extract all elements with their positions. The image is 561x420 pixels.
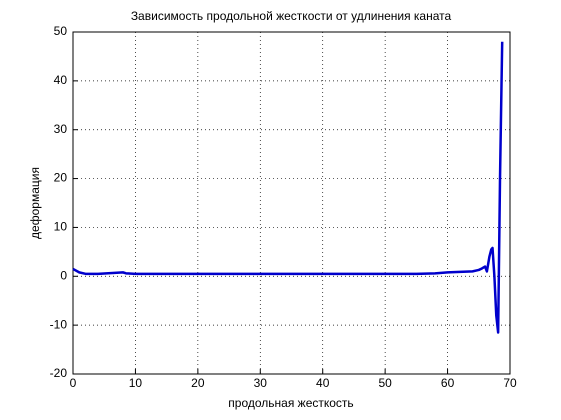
y-tick-label: 30 bbox=[54, 122, 68, 136]
x-tick-label: 20 bbox=[191, 376, 205, 390]
x-tick-label: 30 bbox=[254, 376, 268, 390]
x-tick-label: 50 bbox=[378, 376, 392, 390]
y-tick-label: 20 bbox=[54, 171, 68, 185]
y-tick-label: -20 bbox=[50, 366, 68, 380]
chart-title: Зависимость продольной жесткости от удли… bbox=[131, 9, 452, 23]
plot-frame bbox=[72, 31, 511, 375]
y-tick-label: 0 bbox=[60, 268, 67, 282]
y-tick-label: 50 bbox=[54, 24, 68, 38]
y-tick-label: -10 bbox=[50, 317, 68, 331]
y-tick-label: 10 bbox=[54, 220, 68, 234]
x-tick-label: 0 bbox=[70, 376, 77, 390]
x-tick-label: 40 bbox=[316, 376, 330, 390]
data-line bbox=[72, 41, 504, 334]
y-axis-label: деформация bbox=[28, 167, 42, 239]
x-tick-label: 60 bbox=[441, 376, 455, 390]
y-tick-label: 40 bbox=[54, 73, 68, 87]
x-tick-label: 70 bbox=[503, 376, 517, 390]
x-tick-label: 10 bbox=[129, 376, 143, 390]
x-axis-label: продольная жесткость bbox=[228, 396, 353, 410]
